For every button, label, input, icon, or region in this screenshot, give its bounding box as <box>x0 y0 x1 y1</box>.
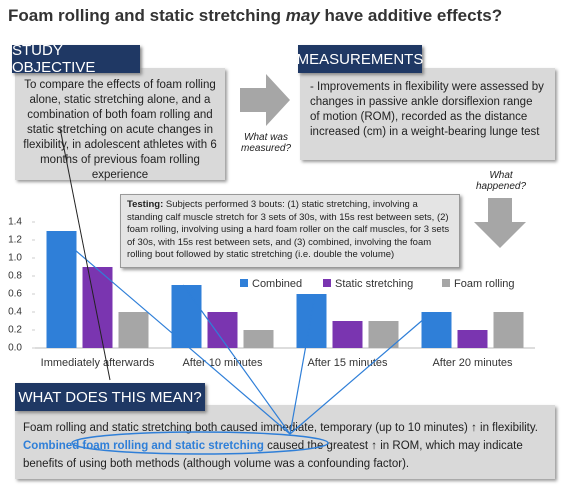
legend-swatch <box>442 279 450 287</box>
meaning-highlight: Combined foam rolling and static stretch… <box>23 440 264 452</box>
y-tick-label: 0.2 <box>8 325 22 336</box>
bar <box>207 312 238 348</box>
meaning-header: WHAT DOES THIS MEAN? <box>15 383 205 411</box>
testing-label: Testing: <box>127 199 164 210</box>
measurements-text: - Improvements in flexibility were asses… <box>300 68 555 160</box>
x-tick-label: After 15 minutes <box>307 357 388 369</box>
y-tick-label: 0.6 <box>8 289 22 300</box>
bar <box>296 294 327 348</box>
meaning-box: Foam rolling and static stretching both … <box>15 405 555 479</box>
objective-text: To compare the effects of foam rolling a… <box>15 68 225 181</box>
x-tick-label: After 10 minutes <box>182 357 263 369</box>
happened-label: What happened? <box>475 170 527 192</box>
legend-swatch <box>240 279 248 287</box>
y-tick-label: 0.4 <box>8 307 22 318</box>
y-tick-label: 1.4 <box>8 217 22 228</box>
bar <box>368 321 399 348</box>
legend-label: Static stretching <box>335 278 413 290</box>
legend-label: Combined <box>252 278 302 290</box>
bar <box>46 231 77 348</box>
title-text: Foam rolling and static stretching <box>8 6 286 25</box>
legend-swatch <box>323 279 331 287</box>
title: Foam rolling and static stretching may h… <box>8 6 558 26</box>
bar <box>421 312 452 348</box>
measurements-header: MEASUREMENTS <box>297 45 423 73</box>
meaning-text: Foam rolling and static stretching both … <box>23 422 538 434</box>
legend-label: Foam rolling <box>454 278 515 290</box>
objective-header: STUDY OBJECTIVE <box>12 42 140 76</box>
bar <box>332 321 363 348</box>
bar <box>118 312 149 348</box>
right-arrow <box>240 74 290 126</box>
bar <box>243 330 274 348</box>
measured-label: What was measured? <box>240 132 292 154</box>
y-tick-label: 0.0 <box>8 343 22 354</box>
y-tick-label: 1.0 <box>8 253 22 264</box>
title-emphasis: may <box>285 6 320 25</box>
y-tick-label: 0.8 <box>8 271 22 282</box>
testing-box: Testing: Subjects performed 3 bouts: (1)… <box>120 194 460 268</box>
title-text: have additive effects? <box>319 6 503 25</box>
bar <box>457 330 488 348</box>
y-tick-label: 1.2 <box>8 235 22 246</box>
testing-text: Subjects performed 3 bouts: (1) static s… <box>127 199 450 260</box>
meaning-text: caused the greatest ↑ in ROM, which may … <box>23 440 523 470</box>
bar <box>82 267 113 348</box>
x-tick-label: After 20 minutes <box>432 357 513 369</box>
down-arrow <box>474 198 526 248</box>
bar <box>493 312 524 348</box>
bar <box>171 285 202 348</box>
x-tick-label: Immediately afterwards <box>41 357 155 369</box>
